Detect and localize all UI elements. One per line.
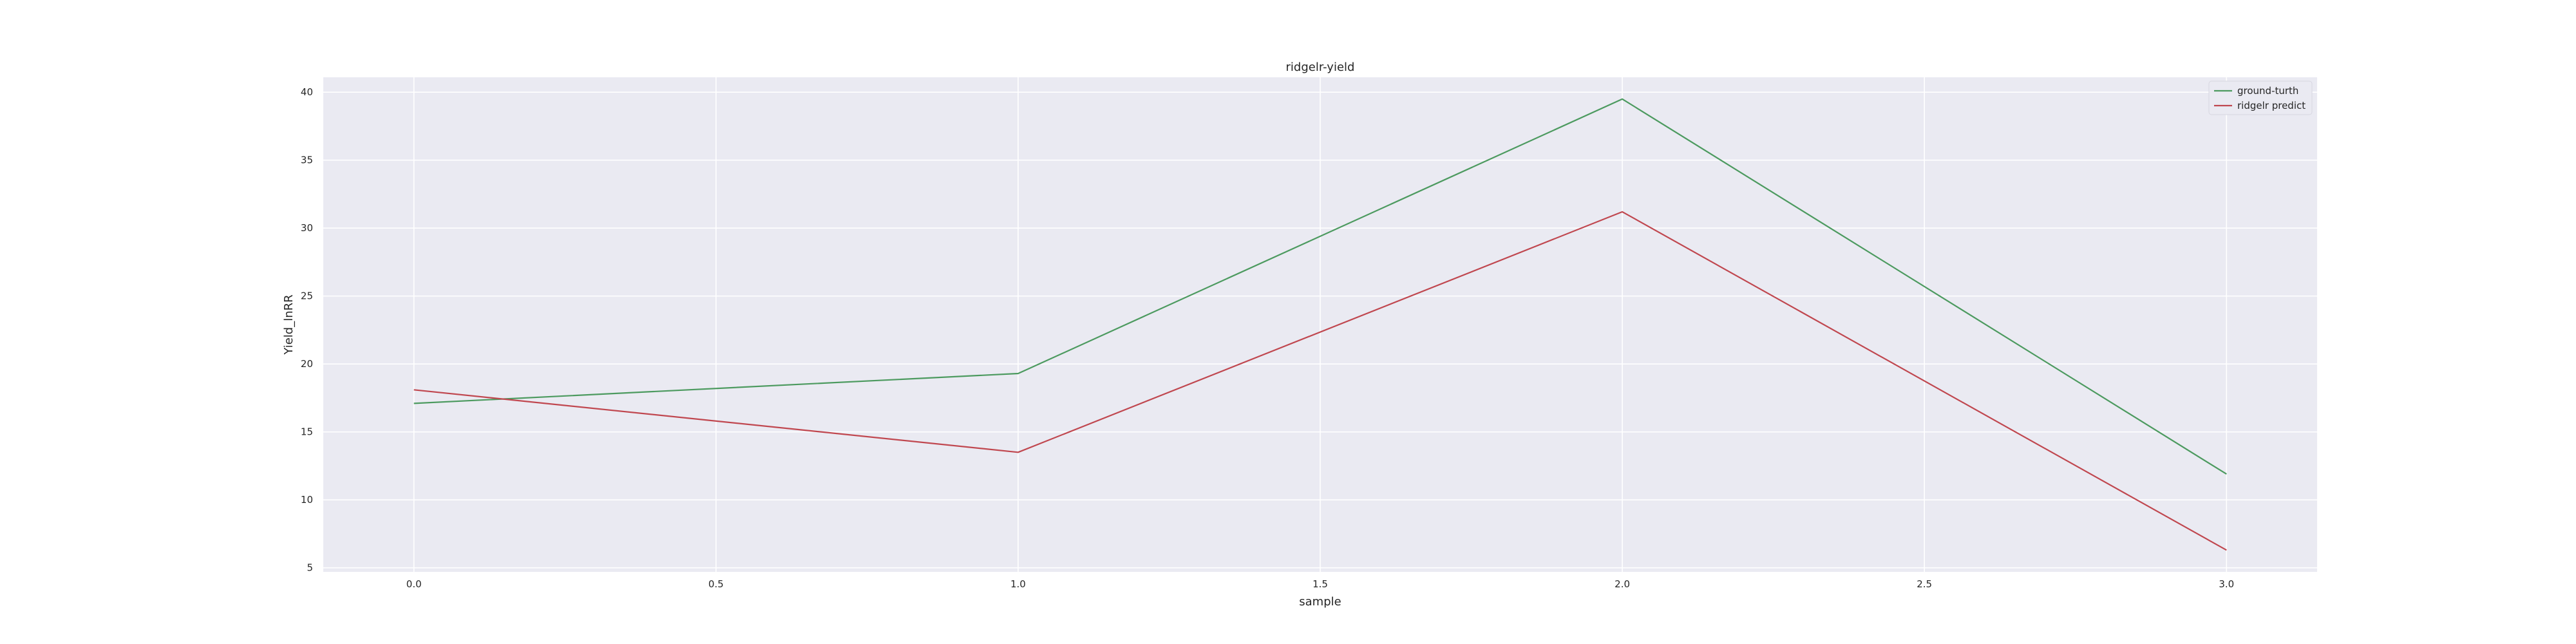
x-axis: 0.0 0.5 1.0 1.5 2.0 2.5 3.0	[406, 578, 2234, 590]
x-tick-label: 3.0	[2219, 578, 2234, 590]
chart-title: ridgelr-yield	[1286, 61, 1355, 74]
grid-lines	[323, 77, 2317, 572]
y-tick-label: 15	[301, 426, 313, 438]
y-tick-label: 20	[301, 358, 313, 370]
series-group	[413, 98, 2227, 551]
y-tick-label: 30	[301, 222, 313, 234]
x-tick-label: 2.0	[1615, 578, 1630, 590]
y-axis: 5 10 15 20 25 30 35 40	[301, 86, 313, 573]
y-tick-label: 5	[307, 562, 313, 574]
legend-label: ridgelr predict	[2237, 100, 2306, 111]
y-tick-label: 40	[301, 86, 313, 98]
x-tick-label: 0.5	[708, 578, 724, 590]
series-line	[413, 211, 2227, 551]
x-tick-label: 1.0	[1010, 578, 1026, 590]
x-tick-label: 2.5	[1917, 578, 1932, 590]
legend-box	[2208, 80, 2313, 115]
legend: ground-turth ridgelr predict	[2208, 80, 2313, 115]
y-tick-label: 25	[301, 290, 313, 302]
y-axis-label: Yield_lnRR	[282, 294, 296, 355]
x-axis-label: sample	[1299, 595, 1341, 609]
legend-label: ground-turth	[2237, 85, 2298, 97]
y-tick-label: 10	[301, 494, 313, 506]
series-line	[413, 98, 2227, 475]
x-tick-label: 1.5	[1312, 578, 1328, 590]
x-tick-label: 0.0	[406, 578, 422, 590]
y-tick-label: 35	[301, 155, 313, 166]
